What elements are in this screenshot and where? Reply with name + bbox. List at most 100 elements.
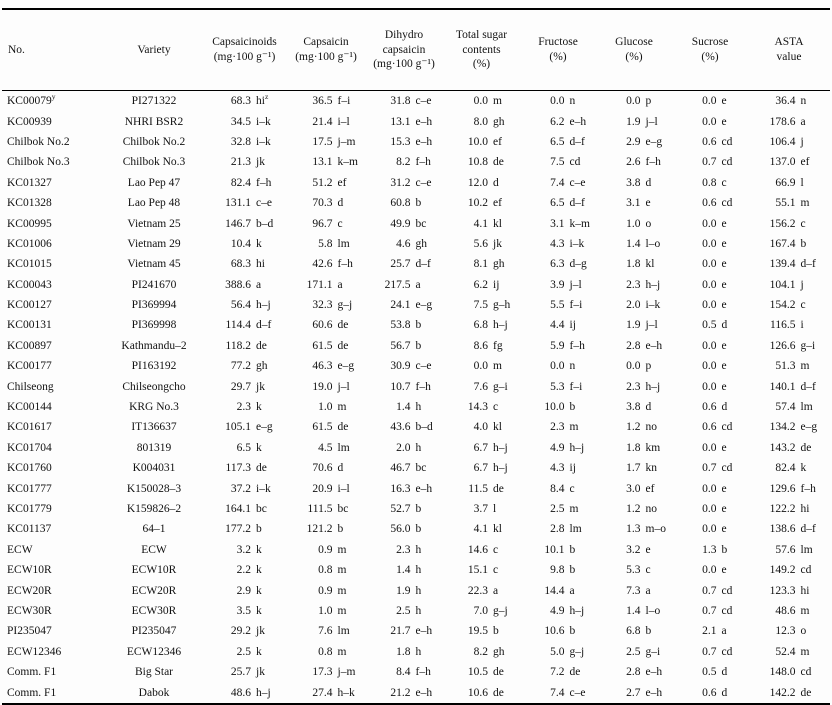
cell-accession-no: KC01777: [2, 478, 106, 498]
value-number: 1.4: [396, 564, 411, 577]
cell-sucrose: 1.3 b: [672, 540, 748, 560]
value-number: 1.2: [626, 503, 641, 515]
column-header-no: No.: [2, 9, 106, 91]
significance-group-letter: c–e: [256, 197, 282, 209]
group-letter-text: l: [800, 176, 804, 189]
cell-glucose: 2.7 e–h: [596, 682, 672, 703]
cell-capsaicin: 0.9 m: [287, 580, 365, 600]
value-number: 56.4: [230, 299, 251, 312]
accession-no-text: KC00131: [7, 319, 52, 332]
significance-group-letter: b: [416, 523, 442, 535]
value-number: 0.6: [702, 401, 717, 414]
column-unit: (%): [701, 51, 719, 63]
significance-group-letter: kn: [646, 462, 672, 474]
group-letter-text: de: [800, 686, 812, 699]
value-number: 111.5: [307, 503, 333, 515]
group-letter-text: a: [645, 584, 651, 597]
group-letter-text: c: [800, 299, 806, 312]
group-letter-text: de: [337, 339, 349, 352]
cell-variety: ECW12346: [126, 645, 182, 658]
value-number: 1.3: [626, 523, 641, 536]
table-row: KC01617 IT136637 105.1 e–g 61.5 de 43.6 b–d 4.0 k…: [2, 417, 830, 437]
column-label: No.: [8, 43, 25, 56]
significance-group-letter: m: [338, 544, 364, 556]
cell-fructose: 9.8 b: [520, 560, 596, 580]
significance-group-letter: n: [570, 95, 596, 107]
significance-group-letter: e: [722, 564, 748, 576]
cell-capsaicin: 5.8 lm: [287, 234, 365, 254]
significance-group-letter: c: [801, 218, 827, 230]
value-number: 7.6: [318, 625, 333, 638]
significance-group-letter: de: [801, 687, 827, 699]
table-row: KC01327 Lao Pep 47 82.4 f–h 51.2 ef 31.2 c–e 12.…: [2, 173, 830, 193]
value-number: 12.0: [467, 176, 488, 189]
value-number: 0.9: [318, 584, 333, 597]
value-number: 6.5: [236, 441, 251, 454]
significance-group-letter: de: [570, 666, 596, 678]
value-number: 10.2: [467, 197, 488, 210]
group-letter-text: de: [493, 482, 504, 495]
cell-capsaicin: 70.6 d: [287, 458, 365, 478]
significance-group-letter: m: [570, 503, 596, 515]
significance-group-letter: g–i: [801, 340, 827, 352]
cell-fructose: 2.8 lm: [520, 519, 596, 539]
cell-glucose: 2.9 e–g: [596, 132, 672, 152]
group-letter-text: e–h: [415, 625, 433, 638]
footnote-marker: y: [51, 92, 56, 102]
cell-capsaicin: 111.5 bc: [287, 499, 365, 519]
cell-capsaicin: 121.2 b: [287, 519, 365, 539]
column-header-variety: Variety: [106, 9, 202, 91]
cell-fructose: 7.5 cd: [520, 152, 596, 172]
cell-capsaicin: 51.2 ef: [287, 173, 365, 193]
value-number: 56.0: [390, 523, 411, 536]
significance-group-letter: c–e: [570, 177, 596, 189]
significance-group-letter: d: [722, 687, 748, 699]
group-letter-text: c–e: [415, 95, 432, 108]
accession-no-text: Chilbok No.2: [7, 135, 70, 148]
accession-no-text: KC00144: [7, 401, 52, 414]
significance-group-letter: de: [338, 340, 364, 352]
accession-no-text: ECW: [7, 543, 33, 556]
value-number: 2.1: [702, 625, 717, 638]
group-letter-text: b: [415, 523, 422, 536]
significance-group-letter: b–d: [256, 218, 282, 230]
cell-accession-no: KC00127: [2, 295, 106, 315]
group-letter-text: m: [337, 584, 347, 597]
cell-variety: Vietnam 29: [127, 237, 181, 250]
cell-glucose: 5.3 c: [596, 560, 672, 580]
cell-capsaicinoids: 21.3 jk: [202, 152, 287, 172]
cell-accession-no: Chilseong: [2, 376, 106, 396]
table-row: KC00131 PI369998 114.4 d–f 60.6 de 53.8 b 6.8 h–j…: [2, 315, 830, 335]
significance-group-letter: j–l: [338, 381, 364, 393]
value-number: 31.8: [390, 95, 411, 108]
group-letter-text: o: [645, 217, 652, 230]
cell-sucrose: 0.0 e: [672, 254, 748, 274]
value-number: 10.7: [390, 380, 411, 393]
cell-dihydrocapsaicin: 217.5 a: [365, 275, 443, 295]
value-number: 1.8: [396, 645, 411, 658]
cell-sucrose: 0.6 cd: [672, 193, 748, 213]
significance-group-letter: i–l: [338, 116, 364, 128]
table-row: PI235047 PI235047 29.2 jk 7.6 lm 21.7 e–h 19.5 b 1…: [2, 621, 830, 641]
accession-no-text: KC01137: [7, 523, 52, 536]
cell-sucrose: 0.0 e: [672, 234, 748, 254]
value-number: 57.6: [775, 543, 796, 556]
group-letter-text: e: [721, 360, 727, 373]
significance-group-letter: a: [416, 279, 442, 291]
cell-dihydrocapsaicin: 1.4 h: [365, 560, 443, 580]
group-letter-text: h: [415, 584, 422, 597]
value-number: 5.3: [550, 380, 565, 393]
cell-variety: Big Star: [134, 666, 173, 679]
group-letter-text: gh: [493, 115, 505, 128]
cell-capsaicinoids: 2.2 k: [202, 560, 287, 580]
significance-group-letter: kl: [493, 523, 519, 535]
value-number: 4.6: [396, 237, 411, 250]
group-letter-text: h: [415, 645, 422, 658]
significance-group-letter: gh: [416, 238, 442, 250]
significance-group-letter: hi: [801, 585, 827, 597]
accession-no-text: KC01006: [7, 237, 52, 250]
group-letter-text: hi: [256, 95, 265, 108]
cell-capsaicinoids: 10.4 k: [202, 234, 287, 254]
cell-accession-no: ECW10R: [2, 560, 106, 580]
